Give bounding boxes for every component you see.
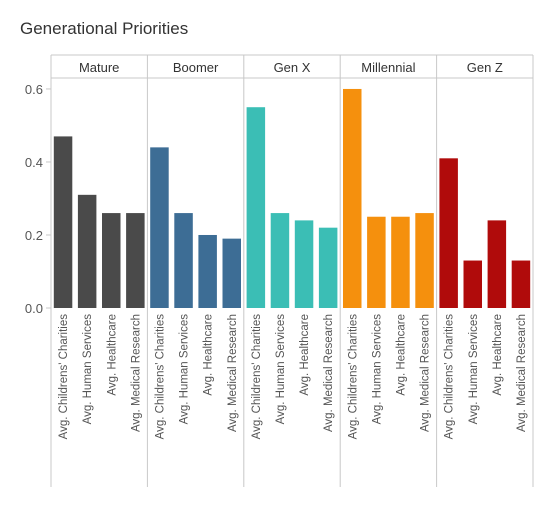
category-label: Avg. Childrens' Charities	[154, 314, 166, 440]
bar	[511, 260, 531, 308]
bar	[318, 227, 338, 308]
panel-gen-x: Gen X Avg. Childrens' Charities Avg. Human…	[246, 55, 341, 487]
bar	[174, 213, 193, 308]
category-label: Avg. Childrens' Charities	[58, 314, 70, 440]
category-label: Avg. Human Services	[179, 314, 191, 425]
category-label: Avg. Healthcare	[203, 314, 215, 396]
panel-mature: Mature Avg. Childrens' Charities Avg. Huma…	[53, 55, 148, 487]
bar	[391, 216, 410, 308]
bar	[439, 158, 458, 308]
category-label: Avg. Medical Research	[130, 314, 142, 432]
category-label: Avg. Human Services	[371, 314, 383, 425]
y-tick-label: 0.6	[25, 82, 43, 97]
category-label: Avg. Healthcare	[492, 314, 504, 396]
y-axis: 0.0 0.2 0.4 0.6	[25, 54, 533, 487]
bar	[270, 213, 290, 308]
bar	[367, 216, 386, 308]
category-label: Avg. Human Services	[275, 314, 287, 425]
category-label: Avg. Healthcare	[106, 314, 118, 396]
panel-millennial: Millennial Avg. Childrens' Charities Avg. …	[343, 55, 438, 487]
category-label: Avg. Human Services	[82, 314, 94, 425]
category-label: Avg. Medical Research	[323, 314, 335, 432]
category-label: Avg. Childrens' Charities	[347, 314, 359, 440]
bar	[487, 220, 507, 308]
bar	[343, 88, 362, 308]
category-label: Avg. Human Services	[468, 314, 480, 425]
bar	[150, 147, 169, 308]
category-label: Avg. Healthcare	[299, 314, 311, 396]
category-label: Avg. Childrens' Charities	[251, 314, 263, 440]
bar	[415, 213, 434, 308]
bar	[222, 238, 241, 308]
category-label: Avg. Medical Research	[420, 314, 432, 432]
panel-label: Millennial	[361, 60, 415, 75]
bar	[294, 220, 314, 308]
bar	[246, 107, 266, 308]
category-label: Avg. Medical Research	[516, 314, 528, 432]
y-tick-label: 0.4	[25, 155, 43, 170]
panel-gen-z: Gen Z Avg. Childrens' Charities Avg. Human…	[439, 55, 534, 487]
panel-label: Gen Z	[467, 60, 503, 75]
bar	[126, 213, 145, 308]
chart-panels: Mature Avg. Childrens' Charities Avg. Huma…	[53, 55, 534, 487]
category-label: Avg. Medical Research	[227, 314, 239, 432]
chart-title: Generational Priorities	[20, 19, 188, 38]
y-tick-label: 0.2	[25, 228, 43, 243]
panel-label: Boomer	[173, 60, 219, 75]
panel-boomer: Boomer Avg. Childrens' Charities Avg. Huma…	[150, 55, 245, 487]
bar	[198, 234, 217, 308]
y-tick-label: 0.0	[25, 301, 43, 316]
category-label: Avg. Healthcare	[395, 314, 407, 396]
bar	[77, 194, 97, 308]
panel-label: Mature	[79, 60, 119, 75]
panel-label: Gen X	[274, 60, 311, 75]
category-label: Avg. Childrens' Charities	[444, 314, 456, 440]
bar	[53, 136, 73, 308]
bar	[102, 213, 121, 308]
bar	[463, 260, 482, 308]
